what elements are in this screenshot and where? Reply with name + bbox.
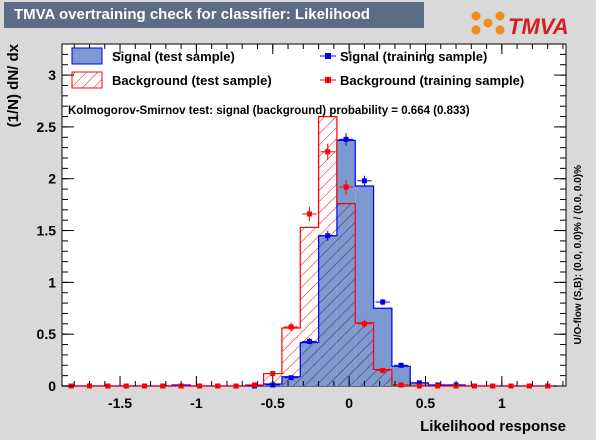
overflow-label: U/O-flow (S,B): (0.0, 0.0)% / (0.0, 0.0)… [573, 165, 584, 345]
x-tick-label: -1 [190, 395, 203, 411]
y-tick-label: 0 [48, 378, 56, 394]
x-tick-label: -0.5 [261, 395, 285, 411]
legend-label-signal-test: Signal (test sample) [112, 49, 235, 64]
x-axis-label: Likelihood response [420, 418, 566, 435]
legend-label-background-train: Background (training sample) [340, 73, 524, 88]
legend-swatch-signal-test [72, 48, 102, 64]
x-tick-label: -1.5 [108, 395, 132, 411]
y-axis-label: (1/N) dN/ dx [5, 43, 22, 127]
y-tick-label: 1 [48, 274, 56, 290]
legend-label-signal-train: Signal (training sample) [340, 49, 487, 64]
overlap-bar [337, 204, 355, 386]
x-tick-label: 0 [345, 395, 353, 411]
legend-label-background-test: Background (test sample) [112, 73, 272, 88]
y-tick-label: 2 [48, 171, 56, 187]
ks-test-label: Kolmogorov-Smirnov test: signal (backgro… [68, 105, 470, 117]
x-tick-label: 0.5 [416, 395, 436, 411]
y-tick-label: 3 [48, 67, 56, 83]
overlap-bar [355, 323, 373, 386]
y-tick-label: 1.5 [37, 223, 57, 239]
x-tick-label: 1 [498, 395, 506, 411]
y-tick-label: 2.5 [37, 119, 57, 135]
y-tick-label: 0.5 [37, 326, 57, 342]
legend-swatch-background-test [72, 72, 102, 88]
overlap-bar [319, 236, 337, 386]
overlap-bar [300, 342, 318, 386]
